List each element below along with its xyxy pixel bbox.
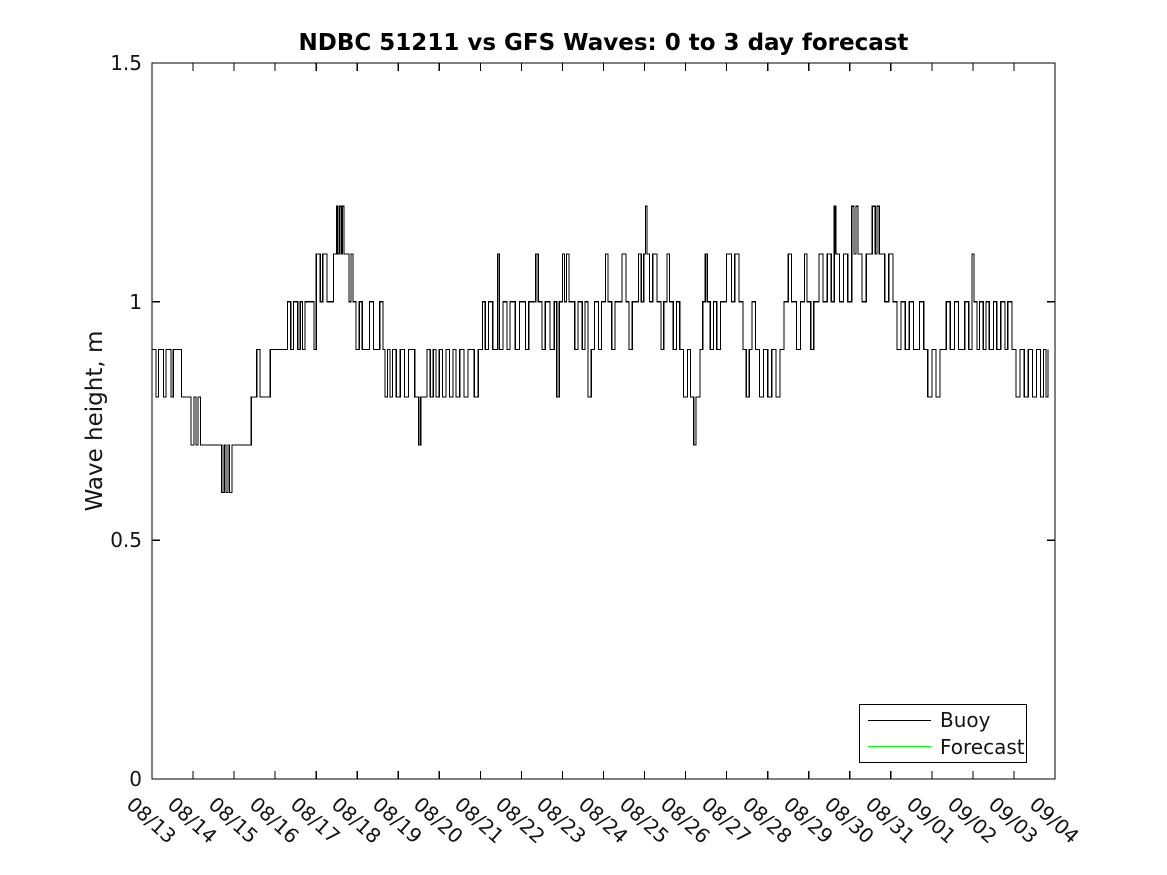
y-tick-label: 0.5 xyxy=(110,528,142,553)
axes-box xyxy=(151,62,1056,780)
forecast-line-sample-icon xyxy=(868,746,931,748)
legend-row-buoy: Buoy xyxy=(860,707,1026,733)
y-tick-label: 1 xyxy=(129,289,142,314)
y-tick-label: 0 xyxy=(129,767,142,791)
chart-title: NDBC 51211 vs GFS Waves: 0 to 3 day fore… xyxy=(298,30,909,56)
legend-row-forecast: Forecast xyxy=(860,734,1026,760)
y-tick-label: 1.5 xyxy=(110,51,142,75)
legend: Buoy Forecast xyxy=(859,704,1027,763)
legend-label-buoy: Buoy xyxy=(940,708,991,733)
buoy-series-line xyxy=(152,205,1049,494)
legend-label-forecast: Forecast xyxy=(940,734,1025,759)
buoy-line-sample-icon xyxy=(868,719,931,721)
